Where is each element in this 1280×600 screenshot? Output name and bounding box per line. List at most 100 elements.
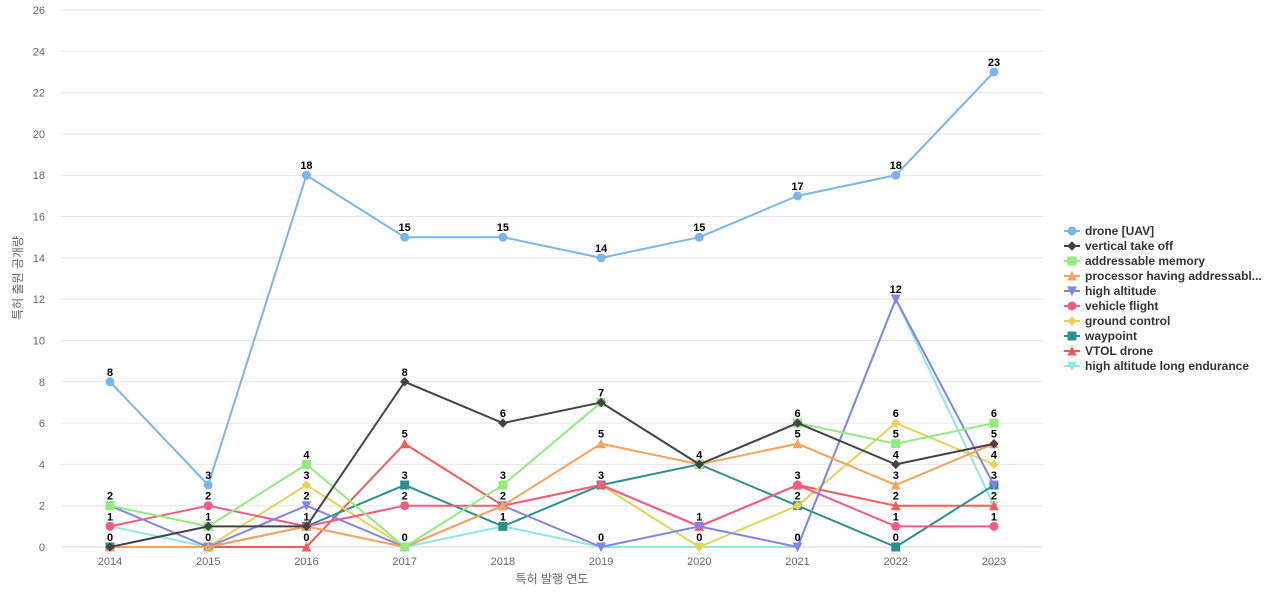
data-point	[105, 501, 115, 511]
data-label: 5	[893, 429, 899, 441]
y-tick-label: 6	[39, 418, 45, 430]
legend-marker	[1067, 256, 1077, 266]
data-point	[105, 521, 115, 531]
data-point	[596, 397, 606, 408]
y-tick-label: 0	[39, 542, 45, 554]
legend-marker	[1067, 361, 1077, 372]
data-point	[596, 253, 606, 263]
data-label: 3	[893, 470, 899, 482]
series-1	[105, 377, 999, 552]
legend-item[interactable]: waypoint	[1064, 329, 1137, 343]
data-point	[400, 501, 410, 511]
series-line	[109, 380, 995, 548]
data-point	[891, 459, 901, 470]
data-label: 15	[399, 222, 411, 234]
legend-item[interactable]: VTOL drone	[1064, 344, 1154, 358]
data-point	[890, 500, 901, 511]
data-label: 23	[988, 57, 1000, 69]
data-label: 6	[794, 408, 800, 420]
data-point	[989, 521, 999, 531]
legend-label: addressable memory	[1085, 254, 1205, 268]
data-label: 0	[303, 532, 309, 544]
data-label: 3	[500, 470, 506, 482]
axes: 특허 출원 공개량 특허 발행 연도	[11, 236, 588, 586]
legend: drone [UAV]vertical take offaddressable …	[1064, 224, 1262, 373]
x-tick-label: 2015	[196, 556, 220, 568]
y-tick-label: 4	[39, 459, 45, 471]
data-label: 3	[794, 470, 800, 482]
legend-label: drone [UAV]	[1085, 224, 1154, 238]
y-tick-label: 2	[39, 501, 45, 513]
series-line	[109, 401, 995, 548]
x-tick-label: 2023	[982, 556, 1006, 568]
legend-item[interactable]: processor having addressabl...	[1064, 269, 1262, 283]
data-point	[498, 232, 508, 242]
y-tick-label: 14	[33, 253, 45, 265]
data-label: 8	[402, 367, 408, 379]
legend-item[interactable]: addressable memory	[1064, 254, 1205, 268]
data-point	[989, 67, 999, 77]
legend-item[interactable]: vehicle flight	[1064, 299, 1158, 313]
series-line	[109, 484, 994, 528]
legend-item[interactable]: ground control	[1064, 314, 1170, 328]
data-point	[890, 479, 901, 490]
data-point	[596, 438, 606, 449]
data-point	[203, 480, 213, 490]
legend-item[interactable]: high altitude	[1064, 284, 1157, 298]
series-line	[110, 442, 995, 548]
y-tick-label: 10	[33, 335, 45, 347]
data-label: 0	[402, 532, 408, 544]
legend-marker	[1067, 331, 1077, 341]
data-point	[203, 501, 213, 511]
data-point	[891, 439, 901, 449]
data-label: 1	[893, 511, 899, 523]
data-label: 5	[402, 429, 408, 441]
data-point	[989, 500, 999, 511]
data-label: 4	[303, 449, 310, 461]
data-point	[793, 191, 803, 201]
data-label: 0	[107, 532, 113, 544]
data-point	[203, 521, 213, 532]
data-point	[891, 521, 901, 531]
data-label: 1	[991, 511, 997, 523]
series-line	[110, 422, 995, 548]
data-point	[105, 377, 115, 387]
data-label: 5	[598, 429, 604, 441]
legend-label: high altitude long endurance	[1085, 359, 1249, 373]
data-label: 0	[893, 532, 899, 544]
data-label: 18	[300, 160, 312, 172]
data-label: 2	[500, 491, 506, 503]
data-label: 2	[893, 491, 899, 503]
legend-item[interactable]: drone [UAV]	[1064, 224, 1154, 238]
data-label: 0	[794, 532, 800, 544]
data-label: 2	[991, 491, 997, 503]
legend-item[interactable]: high altitude long endurance	[1064, 359, 1249, 373]
data-label: 17	[791, 181, 803, 193]
data-point	[694, 542, 705, 552]
legend-item[interactable]: vertical take off	[1064, 239, 1174, 253]
legend-label: waypoint	[1084, 329, 1137, 343]
data-label: 1	[205, 511, 211, 523]
data-labels: 8210321018432101585320156321147530154101…	[107, 57, 1000, 544]
data-point	[596, 542, 606, 553]
data-label: 1	[500, 511, 506, 523]
data-label: 5	[794, 429, 800, 441]
legend-marker	[1067, 345, 1077, 356]
x-tick-label: 2017	[392, 556, 416, 568]
x-tick-label: 2016	[294, 556, 318, 568]
x-tick-label: 2019	[589, 556, 613, 568]
y-tick-label: 16	[33, 212, 45, 224]
data-label: 8	[107, 367, 113, 379]
x-tick-label: 2020	[687, 556, 711, 568]
legend-marker	[1067, 286, 1077, 297]
legend-marker	[1067, 226, 1077, 236]
data-point	[792, 500, 803, 511]
data-point	[301, 541, 312, 552]
legend-label: VTOL drone	[1085, 344, 1154, 358]
data-point	[105, 542, 115, 552]
data-label: 4	[696, 449, 703, 461]
data-label: 1	[107, 511, 113, 523]
data-label: 14	[595, 243, 608, 255]
y-tick-label: 26	[33, 5, 45, 17]
legend-marker	[1067, 316, 1077, 326]
